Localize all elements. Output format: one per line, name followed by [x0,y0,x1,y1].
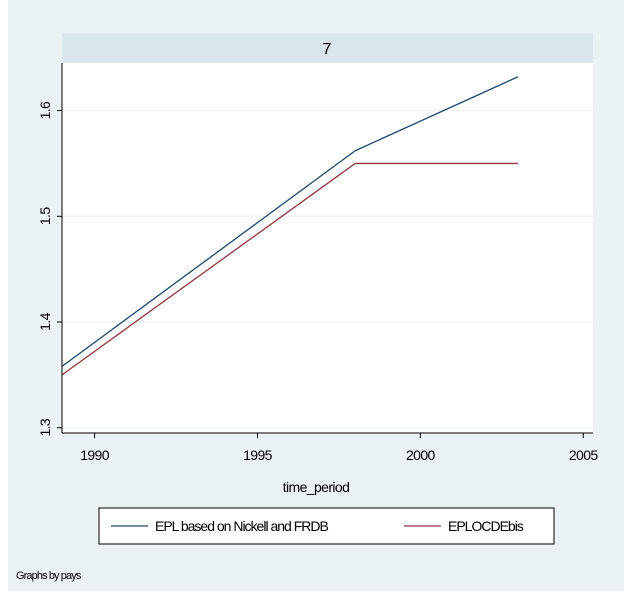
panel-title: 7 [323,41,332,58]
x-tick-label-0: 1990 [80,447,110,463]
y-tick-label-1: 1.4 [37,312,53,330]
x-tick-label-3: 2005 [569,447,599,463]
legend-label-series-1: EPL based on Nickell and FRDB [155,518,328,534]
y-tick-label-2: 1.5 [37,207,53,225]
legend-label-series-2: EPLOCDEbis [448,518,524,534]
left-edge-strip [0,0,8,591]
plot-area [62,63,593,433]
series-line-1 [61,76,519,367]
panel-header [62,33,593,63]
x-axis-ticks: 1990 1995 2000 2005 [80,433,599,463]
series-lines [61,76,519,376]
series-line-2 [61,162,519,376]
grid-lines [62,110,593,429]
y-tick-label-0: 1.3 [37,418,53,436]
y-tick-label-3: 1.6 [37,101,53,119]
x-axis-title: time_period [283,479,350,495]
x-tick-label-2: 2000 [406,447,436,463]
y-axis-ticks: 1.3 1.4 1.5 1.6 [37,101,62,437]
x-tick-label-1: 1995 [243,447,273,463]
legend-box [98,507,555,545]
graphs-by-note: Graphs by pays [16,570,82,582]
